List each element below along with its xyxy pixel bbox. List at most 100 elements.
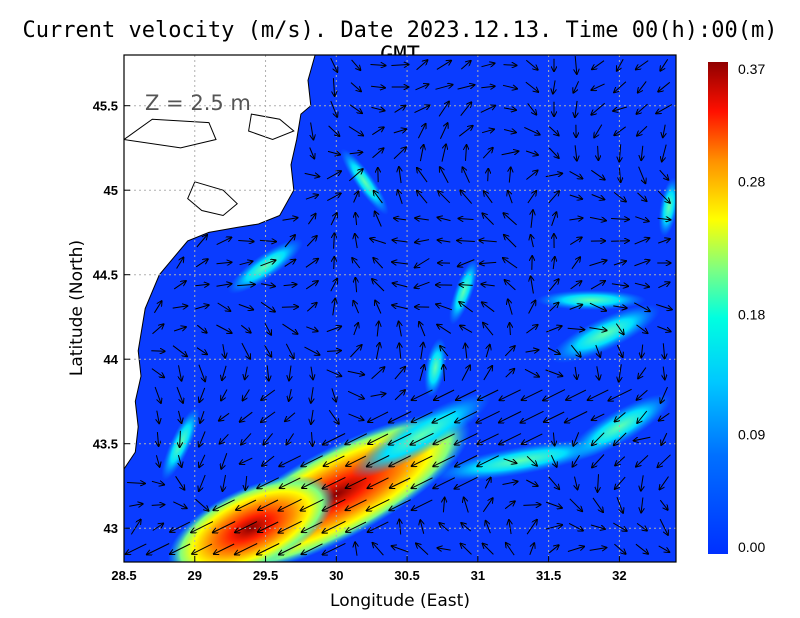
velocity-arrow bbox=[199, 454, 206, 467]
velocity-arrow bbox=[505, 280, 516, 291]
velocity-arrow bbox=[505, 369, 515, 378]
velocity-arrow bbox=[261, 284, 275, 287]
velocity-arrow bbox=[592, 432, 605, 446]
velocity-arrow bbox=[636, 522, 647, 530]
velocity-arrow bbox=[309, 147, 315, 159]
velocity-arrow bbox=[661, 432, 668, 445]
velocity-arrow bbox=[417, 124, 425, 139]
velocity-arrow bbox=[659, 412, 670, 420]
velocity-arrow bbox=[399, 343, 401, 359]
velocity-arrow bbox=[347, 371, 364, 374]
velocity-arrow bbox=[179, 365, 182, 380]
velocity-arrow bbox=[355, 542, 357, 556]
velocity-arrow bbox=[658, 545, 670, 552]
velocity-arrow bbox=[637, 389, 648, 400]
velocity-arrow bbox=[351, 59, 361, 70]
velocity-arrow bbox=[261, 389, 276, 400]
velocity-arrow bbox=[549, 303, 559, 312]
y-axis-title: Latitude (North) bbox=[67, 240, 87, 376]
velocity-arrow bbox=[368, 521, 389, 532]
velocity-arrow bbox=[464, 498, 469, 513]
velocity-arrow bbox=[147, 543, 170, 555]
speed-blob-ring-eddy-north bbox=[550, 304, 661, 364]
colorbar-label: 0.37 bbox=[738, 61, 765, 77]
land-lake-outline bbox=[124, 118, 217, 149]
velocity-arrow bbox=[615, 476, 626, 489]
velocity-arrow bbox=[393, 283, 408, 288]
velocity-arrow bbox=[553, 80, 555, 93]
velocity-arrow bbox=[525, 350, 539, 352]
velocity-arrow bbox=[575, 145, 577, 160]
velocity-arrow bbox=[592, 497, 603, 512]
velocity-arrow bbox=[305, 281, 318, 290]
velocity-arrow bbox=[459, 219, 474, 220]
velocity-arrow bbox=[569, 170, 583, 178]
velocity-arrow bbox=[180, 430, 181, 447]
velocity-arrow bbox=[525, 59, 537, 70]
velocity-arrow bbox=[436, 61, 451, 70]
velocity-arrow bbox=[613, 306, 626, 308]
velocity-arrow bbox=[221, 453, 228, 469]
velocity-arrow bbox=[592, 454, 605, 468]
velocity-arrow bbox=[240, 324, 250, 332]
velocity-arrow bbox=[503, 258, 518, 269]
velocity-arrow bbox=[531, 210, 533, 228]
velocity-arrow bbox=[261, 411, 276, 422]
velocity-arrow bbox=[236, 499, 257, 510]
velocity-arrow bbox=[175, 476, 185, 489]
velocity-arrow bbox=[373, 258, 384, 269]
velocity-arrow bbox=[503, 108, 516, 110]
speed-blob-central-south bbox=[424, 338, 447, 398]
velocity-arrow bbox=[634, 283, 649, 287]
velocity-arrow bbox=[349, 152, 363, 154]
velocity-arrow bbox=[345, 433, 368, 445]
velocity-arrow bbox=[374, 191, 383, 204]
colorbar-label: 0.00 bbox=[738, 539, 765, 555]
velocity-arrow bbox=[241, 342, 250, 359]
velocity-arrow bbox=[637, 192, 647, 201]
velocity-arrow bbox=[456, 389, 477, 400]
velocity-arrow bbox=[328, 409, 339, 424]
velocity-arrow bbox=[151, 351, 164, 352]
velocity-arrow bbox=[330, 57, 338, 72]
velocity-arrow bbox=[635, 216, 648, 222]
colorbar-label: 0.18 bbox=[738, 307, 765, 323]
x-tick-label: 30.5 bbox=[394, 568, 419, 583]
velocity-arrow bbox=[327, 151, 340, 154]
velocity-arrow bbox=[503, 65, 517, 66]
colorbar-label: 0.09 bbox=[738, 426, 765, 442]
velocity-arrow bbox=[156, 455, 159, 467]
velocity-arrow bbox=[280, 477, 301, 488]
speed-blob-central-filament bbox=[449, 258, 479, 325]
velocity-arrow bbox=[569, 194, 582, 199]
velocity-arrow bbox=[151, 481, 164, 484]
velocity-arrow bbox=[659, 169, 669, 180]
velocity-arrow bbox=[613, 522, 626, 531]
velocity-arrow bbox=[216, 324, 231, 333]
velocity-arrow bbox=[327, 351, 341, 352]
velocity-arrow bbox=[153, 301, 161, 314]
colorbar-gradient bbox=[708, 62, 728, 554]
velocity-arrow bbox=[461, 544, 472, 555]
velocity-arrow bbox=[355, 278, 356, 293]
velocity-arrow bbox=[173, 281, 186, 290]
velocity-arrow bbox=[172, 306, 188, 308]
velocity-arrow bbox=[548, 191, 559, 204]
velocity-arrow bbox=[394, 390, 405, 401]
velocity-arrow bbox=[412, 455, 433, 466]
velocity-arrow bbox=[157, 410, 159, 424]
x-tick-label: 31 bbox=[471, 568, 485, 583]
velocity-arrow bbox=[223, 474, 226, 491]
velocity-arrow bbox=[635, 543, 648, 554]
velocity-arrow bbox=[613, 261, 626, 266]
velocity-arrow bbox=[323, 520, 346, 532]
velocity-arrow bbox=[522, 389, 543, 400]
velocity-arrow bbox=[482, 498, 492, 513]
velocity-arrow bbox=[457, 241, 475, 242]
velocity-arrow bbox=[157, 432, 158, 446]
velocity-arrow bbox=[323, 542, 346, 554]
velocity-arrow bbox=[179, 410, 182, 423]
velocity-arrow bbox=[634, 437, 651, 440]
velocity-arrow bbox=[589, 217, 606, 220]
velocity-arrow bbox=[590, 281, 605, 290]
